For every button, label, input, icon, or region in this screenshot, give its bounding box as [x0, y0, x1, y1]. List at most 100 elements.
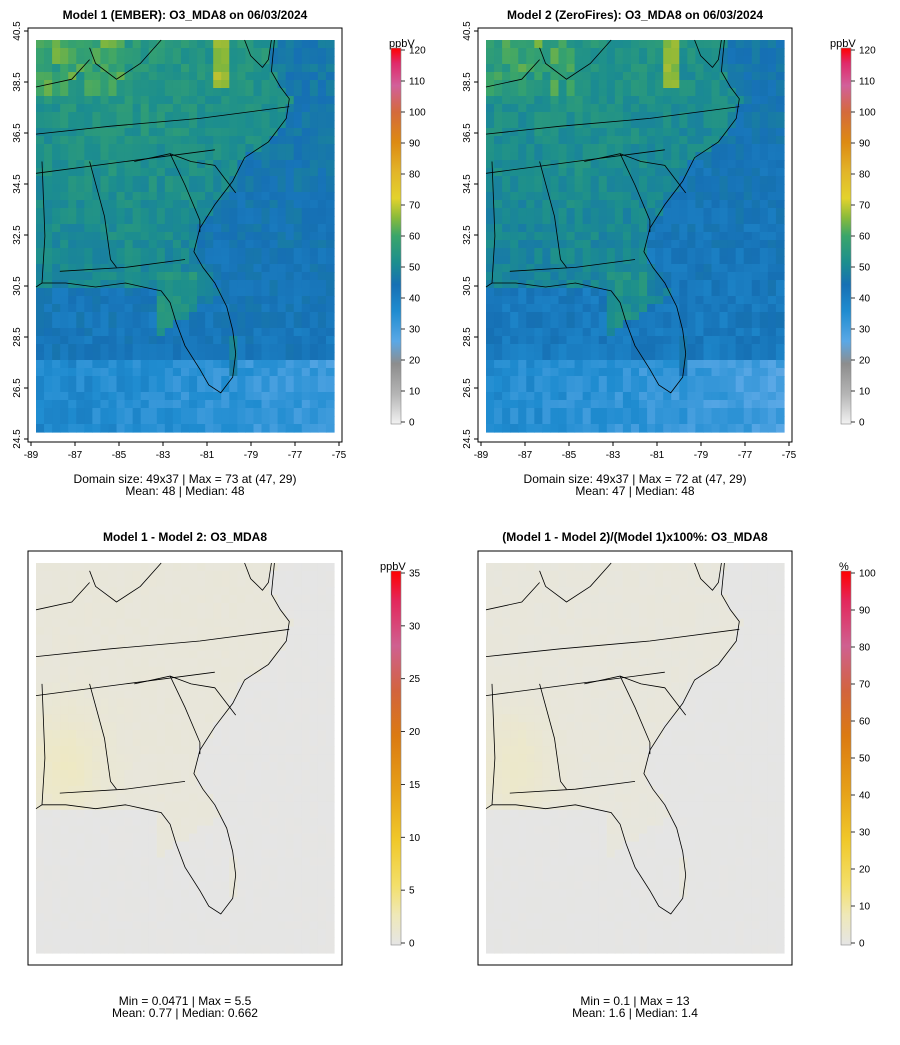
heatmap-cell [148, 817, 158, 827]
heatmap-cell [100, 408, 110, 417]
heatmap-cell [197, 634, 206, 644]
heatmap-cell [687, 376, 696, 385]
heatmap-cell [221, 280, 230, 289]
heatmap-cell [309, 320, 319, 329]
heatmap-cell [44, 586, 53, 596]
heatmap-cell [293, 280, 303, 289]
heatmap-cell [68, 256, 77, 265]
x-tick-label: -85 [562, 450, 577, 461]
heatmap-cell [614, 64, 624, 73]
heatmap-cell [52, 344, 61, 353]
heatmap-cell [60, 730, 69, 739]
heatmap-cell [574, 352, 584, 361]
heatmap-cell [606, 280, 616, 289]
heatmap-cell [526, 240, 535, 249]
heatmap-cell [719, 232, 729, 241]
heatmap-cell [663, 416, 672, 425]
heatmap-cell [566, 96, 576, 105]
heatmap-cell [108, 809, 118, 819]
heatmap-cell [285, 184, 295, 193]
heatmap-cell [172, 304, 182, 313]
heatmap-cell [639, 400, 648, 409]
heatmap-cell [84, 809, 93, 819]
heatmap-cell [606, 176, 616, 185]
heatmap-cell [189, 88, 198, 97]
heatmap-cell [156, 208, 166, 217]
heatmap-cell [494, 336, 503, 345]
heatmap-cell [325, 376, 335, 385]
heatmap-cell [197, 706, 206, 715]
heatmap-cell [172, 817, 182, 827]
heatmap-cell [156, 384, 166, 393]
heatmap-cell [60, 152, 69, 161]
heatmap-cell [285, 376, 295, 385]
heatmap-cell [679, 136, 688, 145]
heatmap-cell [36, 602, 45, 612]
heatmap-cell [582, 320, 592, 329]
heatmap-cell [116, 272, 126, 281]
heatmap-cell [164, 280, 174, 289]
y-tick-label: 26.5 [12, 378, 23, 398]
heatmap-cell [44, 216, 53, 225]
heatmap-cell [767, 304, 777, 313]
heatmap-cell [293, 80, 303, 89]
heatmap-cell [325, 280, 335, 289]
heatmap-cell [44, 160, 53, 169]
heatmap-cell [639, 256, 648, 265]
heatmap-cell [140, 730, 150, 739]
heatmap-cell [711, 368, 721, 377]
heatmap-cell [100, 80, 110, 89]
heatmap-cell [317, 256, 327, 265]
heatmap-cell [703, 216, 713, 225]
heatmap-cell [663, 144, 672, 153]
heatmap-cell [205, 746, 214, 755]
heatmap-cell [108, 698, 118, 707]
heatmap-cell [84, 80, 93, 89]
heatmap-cell [486, 392, 495, 401]
heatmap-cell [189, 120, 198, 129]
heatmap-cell [197, 72, 206, 81]
heatmap-cell [510, 192, 519, 201]
heatmap-cell [229, 761, 238, 771]
heatmap-cell [598, 208, 608, 217]
heatmap-cell [253, 698, 263, 707]
heatmap-cell [213, 674, 222, 683]
heatmap-cell [285, 793, 295, 803]
heatmap-cell [221, 136, 230, 145]
heatmap-cell [36, 722, 45, 731]
heatmap-cell [84, 224, 93, 233]
heatmap-cell [221, 666, 230, 676]
heatmap-cell [574, 184, 584, 193]
heatmap-cell [205, 64, 214, 73]
heatmap-cell [269, 730, 279, 739]
heatmap-cell [132, 144, 142, 153]
heatmap-cell [510, 104, 519, 113]
heatmap-cell [671, 120, 680, 129]
heatmap-cell [711, 96, 721, 105]
heatmap-cell [205, 144, 214, 153]
heatmap-cell [775, 264, 785, 273]
heatmap-cell [309, 650, 319, 660]
heatmap-cell [124, 801, 134, 811]
heatmap-cell [309, 72, 319, 81]
heatmap-cell [124, 563, 134, 572]
heatmap-cell [245, 312, 255, 321]
heatmap-cell [100, 320, 110, 329]
heatmap-cell [510, 264, 519, 273]
heatmap-cell [180, 216, 190, 225]
heatmap-cell [44, 264, 53, 273]
heatmap-cell [277, 320, 287, 329]
heatmap-cell [325, 408, 335, 417]
heatmap-cell [703, 104, 713, 113]
heatmap-cell [253, 714, 263, 723]
heatmap-cell [285, 578, 295, 588]
heatmap-cell [494, 232, 503, 241]
heatmap-cell [695, 176, 705, 185]
heatmap-cell [687, 224, 696, 233]
heatmap-cell [655, 128, 664, 137]
heatmap-cell [655, 136, 664, 145]
heatmap-cell [566, 176, 576, 185]
heatmap-cell [60, 706, 69, 715]
heatmap-cell [116, 264, 126, 273]
heatmap-cell [301, 64, 311, 73]
